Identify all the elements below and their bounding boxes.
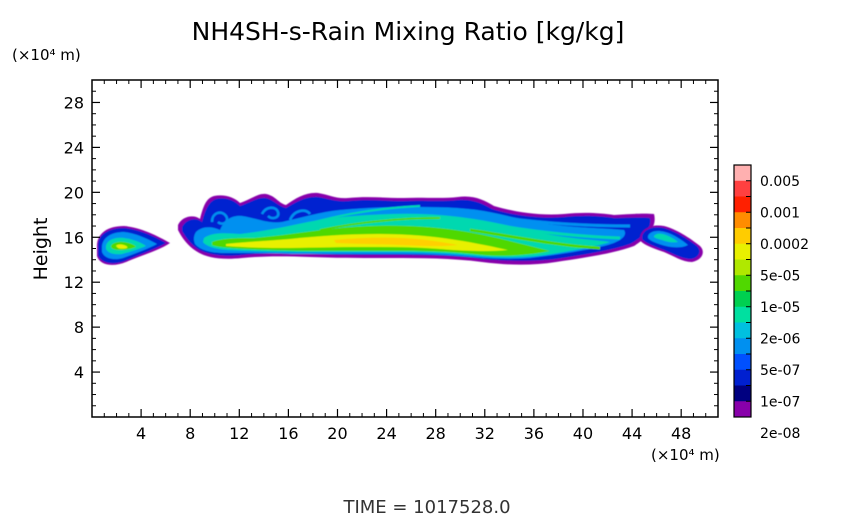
streak-1: [469, 228, 601, 250]
y-tick-label: 12: [64, 273, 84, 292]
field-region-left: [97, 226, 170, 265]
y-unit-label: (×10⁴ m): [12, 46, 81, 64]
y-axis: 4 8 12 16 20 24 28: [64, 90, 718, 407]
colorbar-label: 1e-05: [760, 300, 800, 316]
x-tick-label: 4: [136, 424, 146, 443]
x-tick-label: 40: [573, 424, 593, 443]
colorbar-swatch: [734, 212, 751, 229]
chart-title: NH4SH-s-Rain Mixing Ratio [kg/kg]: [192, 17, 625, 46]
colorbar-swatch: [734, 275, 751, 292]
contour-5e-05: [116, 244, 128, 249]
colorbar: 0.005 0.001 0.0002 5e-05 1e-05 2e-06 5e-07 1e-0…: [733, 164, 809, 442]
contour-0.0002: [334, 237, 458, 247]
colorbar-label: 5e-05: [760, 268, 800, 284]
y-tick-label: 8: [74, 318, 84, 337]
colorbar-swatch: [734, 196, 751, 213]
colorbar-swatch: [734, 228, 751, 245]
plot-area: [97, 192, 703, 265]
colorbar-label: 0.005: [760, 174, 800, 190]
colorbar-swatch: [734, 243, 751, 260]
y-tick-label: 16: [64, 228, 84, 247]
x-tick-label: 24: [376, 424, 396, 443]
y-tick-label: 24: [64, 138, 84, 157]
colorbar-swatch: [734, 259, 751, 276]
colorbar-swatch: [734, 165, 751, 182]
colorbar-label: 2e-06: [760, 331, 800, 347]
colorbar-swatch: [734, 385, 751, 402]
x-tick-label: 8: [185, 424, 195, 443]
x-tick-label: 32: [475, 424, 495, 443]
colorbar-label: 5e-07: [760, 363, 800, 379]
x-tick-label: 48: [671, 424, 691, 443]
y-tick-label: 4: [74, 363, 84, 382]
swirl-3: [288, 209, 312, 221]
colorbar-swatch: [734, 291, 751, 308]
streak-4: [299, 205, 421, 227]
colorbar-label: 0.001: [760, 205, 800, 221]
swirl-2: [260, 206, 280, 220]
streak-2: [479, 220, 621, 240]
x-tick-label: 20: [327, 424, 347, 443]
colorbar-swatch: [734, 306, 751, 323]
x-tick-label: 12: [229, 424, 249, 443]
x-axis: 4 8 12 16 20 24 28 32 36 40 44 48: [103, 80, 707, 443]
x-tick-label: 28: [426, 424, 446, 443]
colorbar-swatch: [734, 322, 751, 339]
streak-5: [319, 217, 441, 231]
x-tick-label: 36: [524, 424, 544, 443]
colorbar-swatch: [734, 180, 751, 197]
colorbar-label: 2e-08: [760, 426, 800, 442]
y-tick-label: 20: [64, 183, 84, 202]
time-footer: TIME = 1017528.0: [342, 497, 510, 518]
streak-3: [489, 214, 631, 228]
colorbar-swatch: [734, 338, 751, 355]
x-tick-label: 44: [622, 424, 642, 443]
y-axis-label: Height: [30, 218, 52, 281]
swirl-1: [210, 211, 229, 225]
field-region-main: [178, 192, 655, 265]
colorbar-label: 1e-07: [760, 394, 800, 410]
x-unit-label: (×10⁴ m): [651, 446, 720, 464]
colorbar-swatch: [734, 354, 751, 371]
field-region-right: [640, 225, 703, 262]
colorbar-swatch: [734, 401, 751, 418]
x-tick-label: 16: [278, 424, 298, 443]
contour-2e-06: [654, 233, 678, 243]
colorbar-label: 0.0002: [760, 237, 809, 253]
colorbar-swatch: [734, 369, 751, 386]
y-tick-label: 28: [64, 93, 84, 112]
